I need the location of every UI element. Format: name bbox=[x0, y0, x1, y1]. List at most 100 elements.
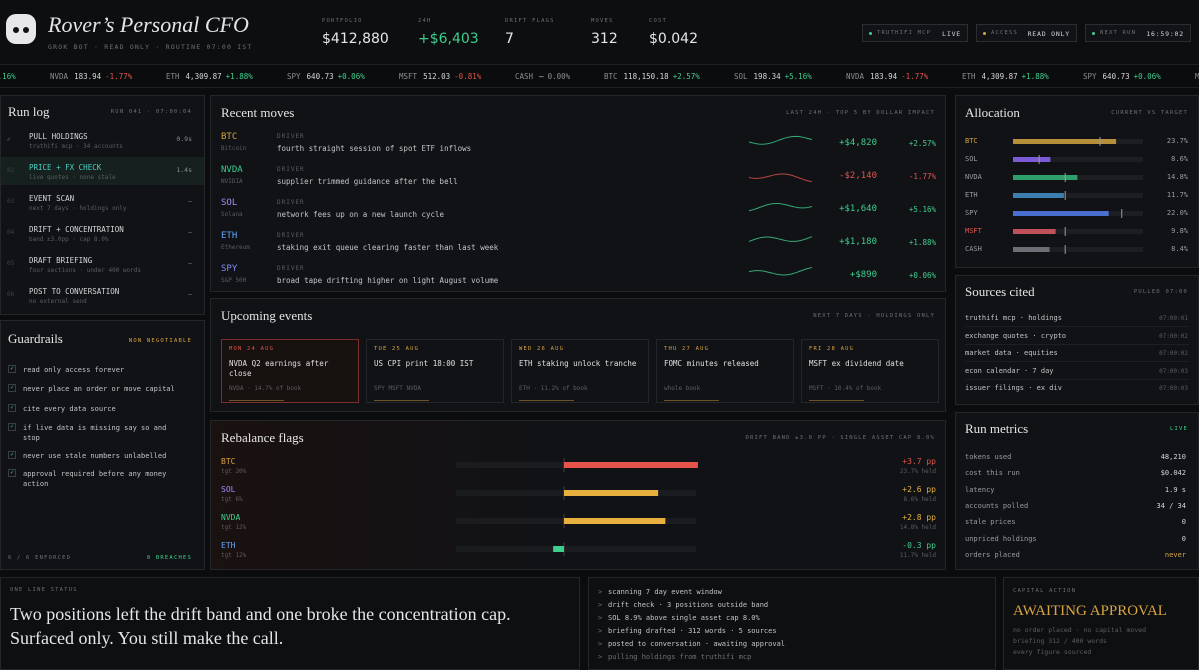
upcoming-events-panel: Upcoming events NEXT 7 DAYS · HOLDINGS ON… bbox=[210, 298, 946, 412]
move-amount: +$1,640 bbox=[839, 204, 877, 214]
event-card: WED 26 AUG ETH staking unlock tranche ETH … bbox=[511, 339, 649, 403]
log-line: drift check · 3 positions outside band bbox=[608, 601, 769, 609]
ticker-price: 640.73 bbox=[1102, 72, 1130, 81]
pill-dot bbox=[983, 32, 986, 35]
step-name: PULL HOLDINGS bbox=[29, 132, 88, 141]
header: Rover’s Personal CFO GROK BOT · READ ONLY… bbox=[0, 0, 1199, 64]
allocation-name: BTC bbox=[965, 137, 978, 145]
move-symbol: NVDA bbox=[221, 165, 243, 175]
ticker-symbol: BTC bbox=[604, 72, 618, 81]
allocation-value: 11.7% bbox=[1166, 191, 1188, 199]
flag-track bbox=[456, 546, 696, 552]
log-prompt: > bbox=[598, 601, 603, 609]
ticker-item: BTC 118,150.18 +2.57% bbox=[604, 72, 700, 81]
source-name: econ calendar · 7 day bbox=[965, 366, 1054, 375]
panel-meta: RUN 041 · 07:00:04 bbox=[110, 109, 192, 115]
step-marker: 03 bbox=[7, 198, 15, 205]
allocation-bar bbox=[1013, 229, 1056, 234]
allocation-value: 8.6% bbox=[1171, 155, 1188, 163]
ticker-price: 4,309.87 bbox=[981, 72, 1018, 81]
capital-panel: CAPITAL ACTION AWAITING APPROVAL no order … bbox=[1003, 577, 1199, 670]
allocation-bar bbox=[1013, 157, 1051, 162]
sparkline bbox=[748, 236, 813, 242]
flag-held: 14.8% held bbox=[899, 524, 936, 531]
ticker-change: -1.77% bbox=[105, 72, 133, 81]
ticker-symbol: SOL bbox=[734, 72, 748, 81]
ticker-symbol: NVDA bbox=[50, 72, 69, 81]
driver-label: DRIVER bbox=[277, 265, 305, 272]
recent-moves-panel: Recent moves LAST 24H · TOP 5 BY DOLLAR I… bbox=[210, 95, 946, 292]
allocation-name: SOL bbox=[965, 155, 978, 163]
check-box: ✓ bbox=[8, 384, 16, 392]
move-name: Solana bbox=[221, 211, 243, 218]
flag-symbol: NVDA bbox=[221, 513, 241, 522]
step-name: EVENT SCAN bbox=[29, 194, 75, 203]
app-subtitle: GROK BOT · READ ONLY · ROUTINE 07:00 IST bbox=[48, 43, 253, 51]
ticker-change: 0.00% bbox=[547, 72, 571, 81]
flag-value: +2.8 pp bbox=[902, 513, 936, 522]
flag-target: tgt 12% bbox=[221, 524, 247, 531]
ticker-symbol: MSFT bbox=[399, 72, 418, 81]
graphics bbox=[6, 14, 36, 44]
metric-value: $0.042 bbox=[1160, 469, 1186, 478]
capital-line: no order placed · no capital moved bbox=[1013, 626, 1147, 634]
allocation-panel: Allocation CURRENT VS TARGET BTC 23.7% SOL 8.… bbox=[955, 95, 1199, 268]
step-marker: 04 bbox=[7, 229, 15, 236]
panel-meta: LAST 24H · TOP 5 BY DOLLAR IMPACT bbox=[786, 110, 935, 116]
panel-title: Run metrics bbox=[965, 421, 1029, 436]
pill-dot bbox=[869, 32, 872, 35]
status-pill: ACCESS READ ONLY bbox=[976, 24, 1077, 42]
ticker-item: CASH —0.00% bbox=[515, 72, 570, 81]
ticker-item: ETH 4,309.87 +1.88% bbox=[962, 72, 1049, 81]
step-marker: 02 bbox=[7, 167, 15, 174]
move-amount: +$4,820 bbox=[839, 138, 877, 148]
stat-value: $0.042 bbox=[649, 31, 698, 47]
source-name: issuer filings · ex div bbox=[965, 384, 1062, 392]
move-pct: +5.16% bbox=[908, 205, 936, 214]
driver-text: supplier trimmed guidance after the bell bbox=[277, 177, 458, 186]
graphics bbox=[1013, 137, 1143, 254]
flag-target: tgt 20% bbox=[221, 468, 247, 475]
graphics bbox=[456, 458, 698, 556]
pill-value: 16:59:02 bbox=[1146, 30, 1184, 38]
status-text: Two positions left the drift band and on… bbox=[10, 604, 511, 648]
driver-label: DRIVER bbox=[277, 232, 305, 239]
panel-title: Run log bbox=[8, 104, 50, 119]
flag-held: 8.6% held bbox=[903, 496, 936, 503]
event-sub: whole book bbox=[664, 385, 701, 392]
step-detail: four sections · under 400 words bbox=[29, 267, 141, 274]
guardrail: never place an order or move capital bbox=[23, 385, 175, 393]
allocation-value: 14.8% bbox=[1166, 173, 1188, 181]
panel-meta: PULLED 07:00 bbox=[1133, 289, 1188, 295]
capital-line: every figure sourced bbox=[1013, 648, 1092, 656]
ticker-change: -0.81% bbox=[454, 72, 482, 81]
allocation-track bbox=[1013, 229, 1143, 234]
ticker-symbol: MSFT bbox=[1195, 72, 1199, 81]
log-line: scanning 7 day event window bbox=[608, 588, 722, 596]
source-time: 07:00:01 bbox=[1159, 315, 1188, 322]
metric-value: 0 bbox=[1181, 534, 1186, 543]
metric-value: 34 / 34 bbox=[1156, 501, 1186, 510]
step-time: — bbox=[188, 228, 192, 236]
ticker-price: 512.03 bbox=[423, 72, 451, 81]
log-prompt: > bbox=[598, 640, 603, 648]
step-detail: no external send bbox=[29, 298, 87, 305]
guardrail: never use stale numbers unlabelled bbox=[23, 452, 167, 460]
ticker-item: NVDA 183.94 -1.77% bbox=[50, 72, 132, 81]
logo-eye bbox=[13, 27, 19, 33]
event-card: FRI 28 AUG MSFT ex dividend date MSFT · 10… bbox=[801, 339, 939, 403]
allocation-bar bbox=[1013, 139, 1117, 144]
flag-bar bbox=[564, 518, 666, 524]
event-date: FRI 28 AUG bbox=[809, 346, 855, 352]
ticker-change: +5.16% bbox=[0, 72, 16, 81]
log-prompt: > bbox=[598, 614, 603, 622]
event-card: THU 27 AUG FOMC minutes released whole boo… bbox=[656, 339, 794, 403]
metrics-panel: Run metrics LIVE tokens used 48,210 cost thi… bbox=[955, 412, 1199, 570]
guardrail: if live data is missing say so and stop bbox=[23, 424, 167, 442]
log-line: briefing drafted · 312 words · 5 sources bbox=[608, 627, 777, 635]
status-label: ONE LINE STATUS bbox=[10, 587, 78, 593]
move-pct: -1.77% bbox=[908, 172, 936, 181]
